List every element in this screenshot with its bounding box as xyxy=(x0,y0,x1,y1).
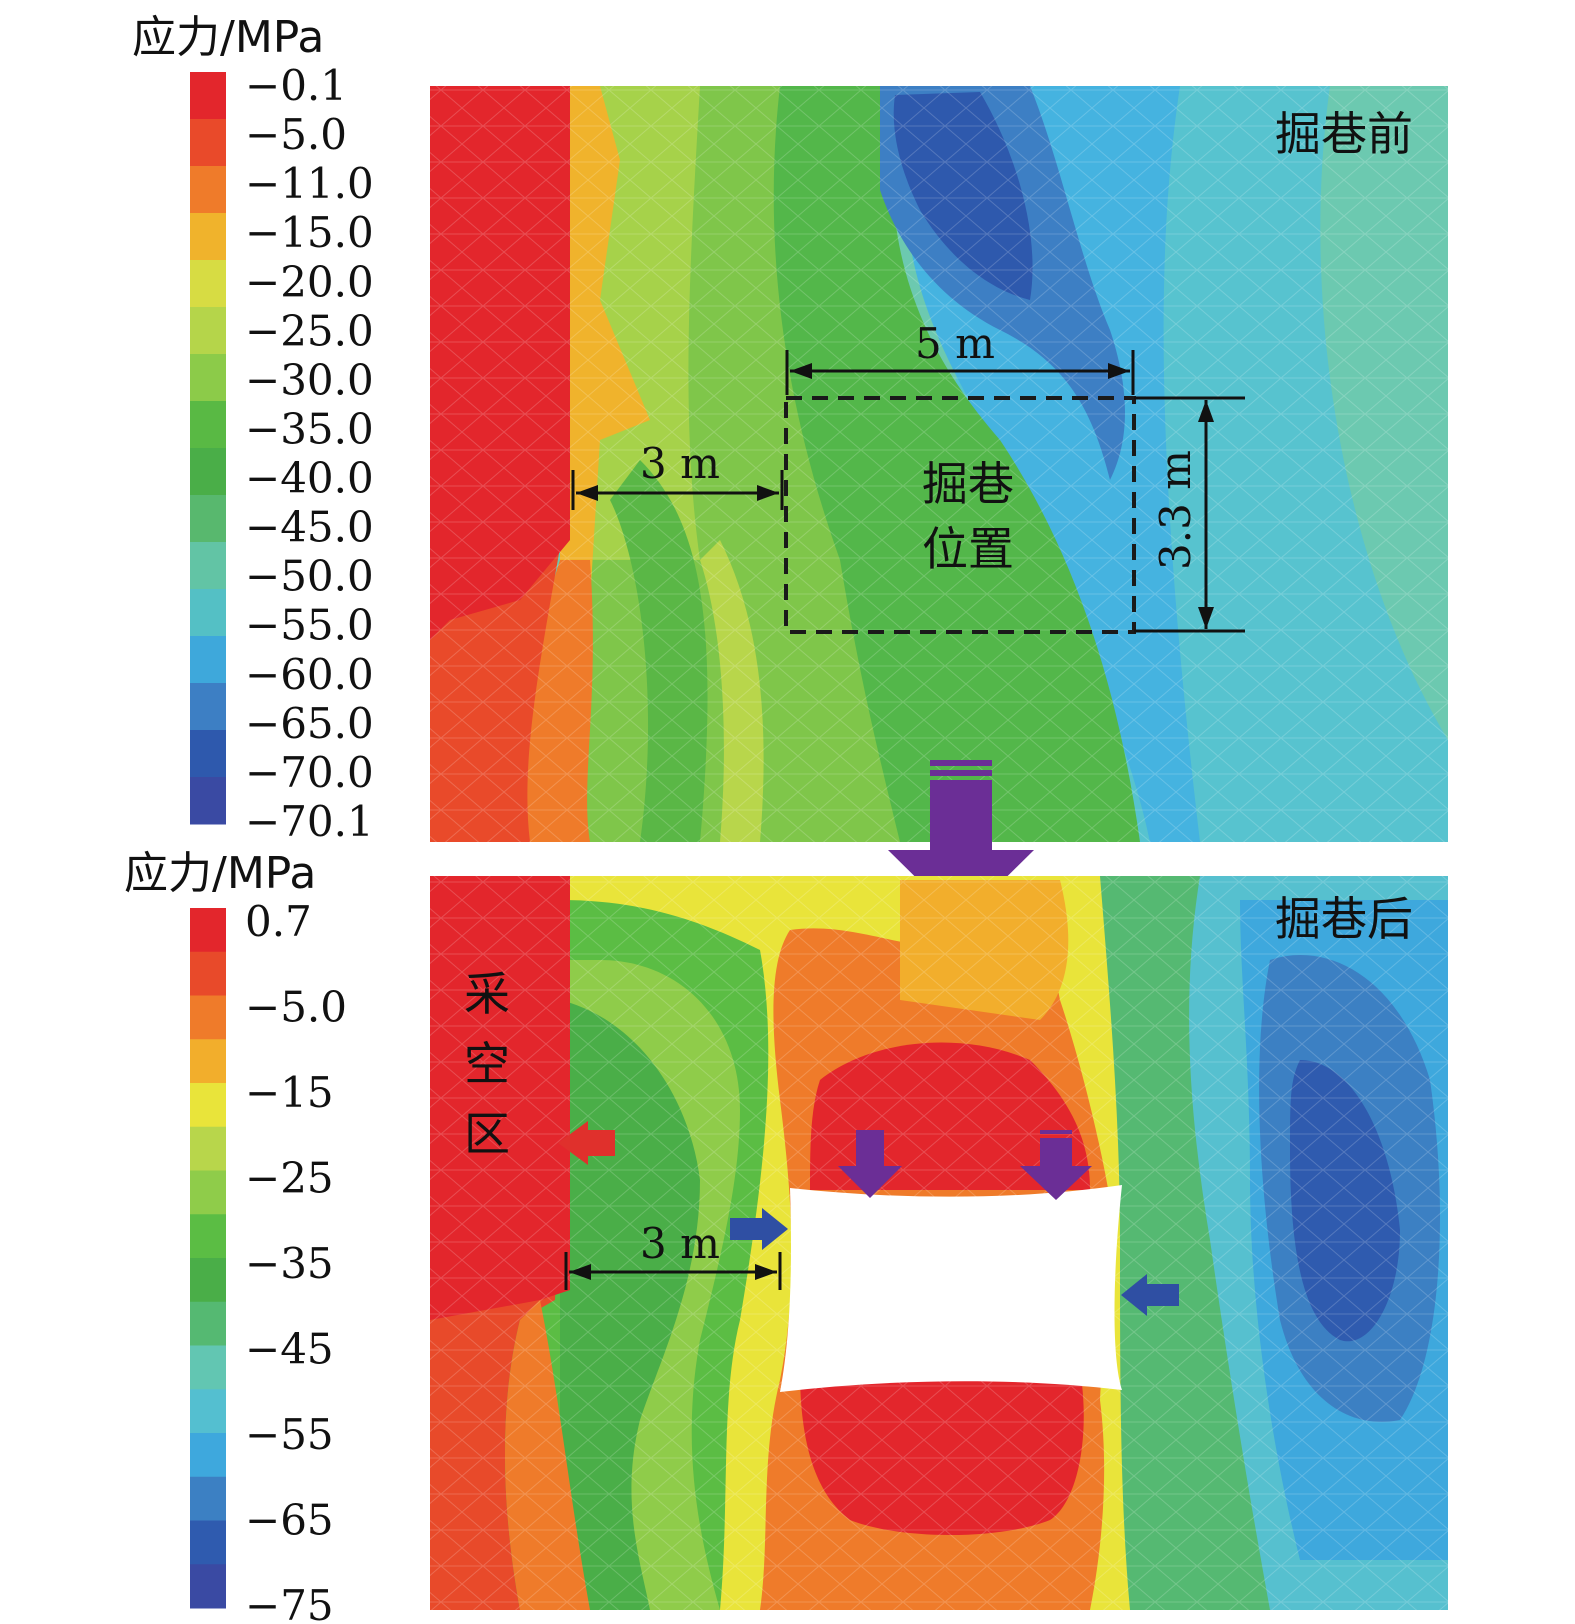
left-rib-arrow xyxy=(730,1208,788,1250)
legend-bottom-swatch xyxy=(190,1476,226,1521)
dim-width-label: 5 m xyxy=(915,319,995,368)
bottom-annotations: 掘巷后 采 空 区 3 m xyxy=(464,892,1413,1316)
legend-top-tick-label: −0.1 xyxy=(245,61,347,110)
legend-bottom-swatch xyxy=(190,1083,226,1128)
legend-top-swatch xyxy=(190,119,226,167)
legend-bottom-swatch xyxy=(190,1520,226,1565)
legend-top-tick-label: −70.1 xyxy=(245,797,374,846)
label-goaf-3: 区 xyxy=(464,1107,510,1161)
legend-bottom-swatch xyxy=(190,995,226,1040)
excavated-roadway xyxy=(780,1185,1122,1392)
roof-pressure-arrow-left xyxy=(838,1130,902,1198)
dim-pillar-top-label: 3 m xyxy=(640,439,720,488)
top-annotations: 掘巷前 掘巷 位置 5 m 3.3 m 3 m xyxy=(571,107,1413,634)
legend-bottom-tick-label: −35 xyxy=(245,1239,334,1288)
legend-top-tick-label: −20.0 xyxy=(245,257,374,306)
legend-top-tick-label: −30.0 xyxy=(245,355,374,404)
legend-top-swatch xyxy=(190,542,226,590)
legend-bottom-title: 应力/MPa xyxy=(124,848,316,899)
dim-pillar-top-arrow-left xyxy=(576,485,598,501)
legend-top-tick-label: −55.0 xyxy=(245,601,374,650)
legend-top-swatch xyxy=(190,354,226,402)
dim-pillar-top-arrow-right xyxy=(757,485,779,501)
legend-top-tick-label: −40.0 xyxy=(245,454,374,503)
right-rib-arrow xyxy=(1121,1274,1179,1316)
legend-top-swatch xyxy=(190,307,226,355)
label-roadway-position-2: 位置 xyxy=(922,522,1014,576)
legend-top-colorbar xyxy=(190,72,226,825)
legend-bottom-swatch xyxy=(190,1345,226,1390)
legend-bottom-tick-label: −65 xyxy=(245,1496,334,1545)
legend-top-swatch xyxy=(190,213,226,261)
legend-top-tick-label: −70.0 xyxy=(245,748,374,797)
legend-top-tick-label: −25.0 xyxy=(245,306,374,355)
legend-top-swatch xyxy=(190,589,226,637)
legend-top-swatch xyxy=(190,166,226,214)
legend-bottom-tick-label: 0.7 xyxy=(245,897,312,946)
dim-pillar-bottom-arrow-right xyxy=(755,1264,777,1280)
legend-top: 应力/MPa −0.1−5.0−11.0−15.0−20.0−25.0−30.0… xyxy=(132,12,374,846)
planned-roadway-outline xyxy=(784,396,1136,634)
legend-bottom-swatch xyxy=(190,1564,226,1609)
goaf-pressure-arrow xyxy=(558,1121,615,1165)
legend-bottom-swatch xyxy=(190,1301,226,1346)
legend-bottom-swatch xyxy=(190,1433,226,1478)
legend-bottom-tick-label: −75 xyxy=(245,1581,334,1624)
dim-width-arrow-right xyxy=(1108,363,1130,379)
legend-bottom-tick-label: −55 xyxy=(245,1410,334,1459)
legend-top-tick-label: −45.0 xyxy=(245,503,374,552)
panel-after-excavation xyxy=(430,876,1448,1610)
dim-pillar-bottom-arrow-left xyxy=(569,1264,591,1280)
legend-top-tick-label: −50.0 xyxy=(245,552,374,601)
legend-top-ticks: −0.1−5.0−11.0−15.0−20.0−25.0−30.0−35.0−4… xyxy=(245,61,374,846)
legend-bottom: 应力/MPa 0.7 −5.0 −15 −25 −35 −45 −55 −65 −75 xyxy=(124,848,347,1624)
legend-top-swatch xyxy=(190,683,226,731)
legend-bottom-swatch xyxy=(190,1214,226,1259)
panel-before-excavation xyxy=(430,86,1448,842)
legend-top-title: 应力/MPa xyxy=(132,12,324,63)
legend-top-swatch xyxy=(190,730,226,778)
legend-bottom-tick-label: −45 xyxy=(245,1325,334,1374)
legend-bottom-swatch xyxy=(190,1170,226,1215)
legend-bottom-swatch xyxy=(190,1039,226,1084)
legend-top-tick-label: −5.0 xyxy=(245,110,347,159)
legend-top-swatch xyxy=(190,448,226,496)
dim-height-label: 3.3 m xyxy=(1151,450,1200,570)
legend-top-swatch xyxy=(190,72,226,120)
label-goaf-2: 空 xyxy=(464,1037,510,1091)
dim-width-arrow-left xyxy=(790,363,812,379)
roof-pressure-arrow-right xyxy=(1020,1130,1092,1200)
legend-top-tick-label: −15.0 xyxy=(245,208,374,257)
legend-bottom-swatch xyxy=(190,908,226,953)
legend-top-tick-label: −60.0 xyxy=(245,650,374,699)
legend-bottom-ticks: 0.7 −5.0 −15 −25 −35 −45 −55 −65 −75 xyxy=(245,897,347,1624)
legend-top-swatch xyxy=(190,636,226,684)
legend-top-tick-label: −11.0 xyxy=(245,159,374,208)
legend-top-tick-label: −35.0 xyxy=(245,404,374,453)
legend-bottom-swatch xyxy=(190,1126,226,1171)
label-before-excavation: 掘巷前 xyxy=(1275,107,1413,161)
legend-top-swatch xyxy=(190,777,226,825)
legend-bottom-tick-label: −25 xyxy=(245,1154,334,1203)
dim-pillar-bottom-label: 3 m xyxy=(640,1219,720,1268)
legend-top-tick-label: −65.0 xyxy=(245,699,374,748)
label-after-excavation: 掘巷后 xyxy=(1275,892,1413,946)
label-roadway-position-1: 掘巷 xyxy=(922,457,1014,511)
legend-top-swatch xyxy=(190,495,226,543)
legend-top-swatch xyxy=(190,401,226,449)
legend-bottom-tick-label: −5.0 xyxy=(245,983,347,1032)
label-goaf-1: 采 xyxy=(464,967,510,1021)
legend-bottom-colorbar xyxy=(190,908,226,1609)
dim-height-arrow-bottom xyxy=(1198,607,1214,629)
legend-bottom-swatch xyxy=(190,1389,226,1434)
legend-top-swatch xyxy=(190,260,226,308)
legend-bottom-swatch xyxy=(190,1258,226,1303)
legend-bottom-tick-label: −15 xyxy=(245,1068,334,1117)
legend-bottom-swatch xyxy=(190,951,226,996)
dim-height-arrow-top xyxy=(1198,400,1214,422)
